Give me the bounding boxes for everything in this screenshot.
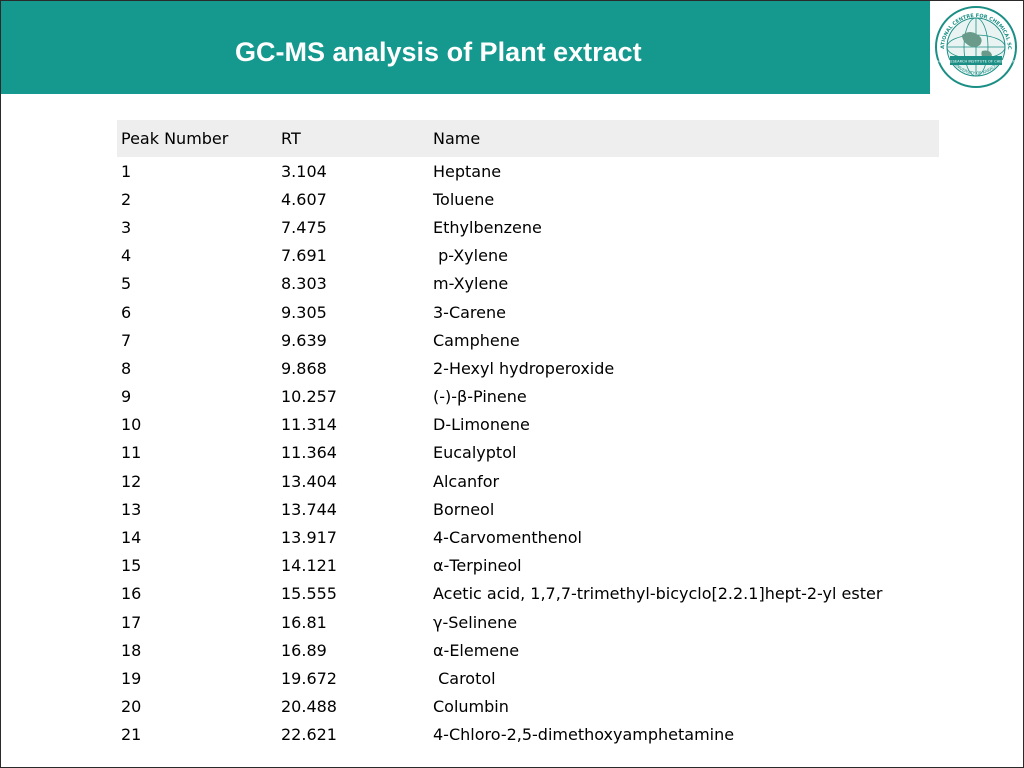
peak-number-cell: 20 (121, 697, 142, 717)
table-row: 3 7.475 Ethylbenzene (117, 213, 939, 241)
table-row: 12 13.404 Alcanfor (117, 467, 939, 495)
header-peak-number: Peak Number (117, 120, 277, 157)
peak-number-cell: 15 (121, 556, 142, 576)
peak-number-cell: 1 (121, 161, 132, 181)
compound-name-cell: D-Limonene (433, 415, 530, 435)
rt-cell: 15.555 (281, 584, 337, 604)
gcms-results-table: Peak Number RT Name 1 3.104 Heptane 2 4.607 T… (117, 120, 939, 749)
compound-name-cell: Columbin (433, 697, 509, 717)
compound-name-cell: Ethylbenzene (433, 217, 542, 237)
peak-number-cell: 2 (121, 189, 132, 209)
table-row: 2 4.607 Toluene (117, 185, 939, 213)
table-row: 5 8.303 m-Xylene (117, 270, 939, 298)
rt-cell: 13.404 (281, 471, 337, 491)
rt-cell: 3.104 (281, 161, 327, 181)
table-row: 17 16.81 γ-Selinene (117, 608, 939, 636)
table-row: 14 13.917 4-Carvomenthenol (117, 523, 939, 551)
rt-cell: 11.314 (281, 415, 337, 435)
peak-number-cell: 7 (121, 330, 132, 350)
table-body: 1 3.104 Heptane 2 4.607 Toluene 3 7.475 Ethylben… (117, 157, 939, 749)
peak-number-cell: 5 (121, 274, 132, 294)
rt-cell: 19.672 (281, 668, 337, 688)
compound-name-cell: α-Terpineol (433, 556, 522, 576)
rt-cell: 16.81 (281, 612, 327, 632)
rt-cell: 9.305 (281, 302, 327, 322)
rt-cell: 10.257 (281, 387, 337, 407)
peak-number-cell: 6 (121, 302, 132, 322)
compound-name-cell: 4-Carvomenthenol (433, 528, 582, 548)
compound-name-cell: p-Xylene (433, 246, 508, 266)
rt-cell: 14.121 (281, 556, 337, 576)
table-row: 10 11.314 D-Limonene (117, 411, 939, 439)
peak-number-cell: 14 (121, 528, 142, 548)
table-row: 19 19.672 Carotol (117, 664, 939, 692)
peak-number-cell: 3 (121, 217, 132, 237)
table-row: 9 10.257 (-)-β-Pinene (117, 383, 939, 411)
rt-cell: 13.744 (281, 499, 337, 519)
peak-number-cell: 16 (121, 584, 142, 604)
table-row: 20 20.488 Columbin (117, 693, 939, 721)
compound-name-cell: α-Elemene (433, 640, 520, 660)
table-row: 7 9.639 Camphene (117, 326, 939, 354)
compound-name-cell: Heptane (433, 161, 502, 181)
rt-cell: 9.639 (281, 330, 327, 350)
table-header-row: Peak Number RT Name (117, 120, 939, 157)
globe-seal-icon: H.E.J. RESEARCH INSTITUTE OF CHEMISTRY I… (932, 3, 1017, 88)
rt-cell: 22.621 (281, 725, 337, 745)
table-row: 6 9.305 3-Carene (117, 298, 939, 326)
table-row: 16 15.555 Acetic acid, 1,7,7-trimethyl-bic… (117, 580, 939, 608)
rt-cell: 13.917 (281, 528, 337, 548)
slide-title: GC-MS analysis of Plant extract (235, 37, 642, 67)
compound-name-cell: Borneol (433, 499, 495, 519)
peak-number-cell: 19 (121, 668, 142, 688)
compound-name-cell: (-)-β-Pinene (433, 387, 527, 407)
peak-number-cell: 12 (121, 471, 142, 491)
rt-cell: 8.303 (281, 274, 327, 294)
compound-name-cell: 4-Chloro-2,5-dimethoxyamphetamine (433, 725, 735, 745)
rt-cell: 9.868 (281, 358, 327, 378)
peak-number-cell: 8 (121, 358, 132, 378)
peak-number-cell: 11 (121, 443, 142, 463)
header-bar: GC-MS analysis of Plant extract H.E.J. R… (1, 1, 1023, 94)
table-row: 15 14.121 α-Terpineol (117, 552, 939, 580)
rt-cell: 16.89 (281, 640, 327, 660)
header-rt: RT (277, 120, 429, 157)
peak-number-cell: 4 (121, 246, 132, 266)
rt-cell: 7.475 (281, 217, 327, 237)
table-row: 11 11.364 Eucalyptol (117, 439, 939, 467)
rt-cell: 20.488 (281, 697, 337, 717)
table-row: 4 7.691 p-Xylene (117, 242, 939, 270)
compound-name-cell: Carotol (433, 668, 496, 688)
compound-name-cell: Eucalyptol (433, 443, 517, 463)
institute-logo: H.E.J. RESEARCH INSTITUTE OF CHEMISTRY I… (930, 1, 1023, 94)
logo-band-text: H.E.J. RESEARCH INSTITUTE OF CHEMISTRY (937, 60, 1015, 64)
peak-number-cell: 18 (121, 640, 142, 660)
compound-name-cell: Toluene (433, 189, 495, 209)
compound-name-cell: γ-Selinene (433, 612, 518, 632)
table-row: 1 3.104 Heptane (117, 157, 939, 185)
compound-name-cell: Camphene (433, 330, 520, 350)
table-row: 13 13.744 Borneol (117, 495, 939, 523)
peak-number-cell: 10 (121, 415, 142, 435)
compound-name-cell: Alcanfor (433, 471, 500, 491)
rt-cell: 4.607 (281, 189, 327, 209)
table-row: 21 22.621 4-Chloro-2,5-dimethoxyamphetamin… (117, 721, 939, 749)
peak-number-cell: 9 (121, 387, 132, 407)
compound-name-cell: Acetic acid, 1,7,7-trimethyl-bicyclo[2.2… (433, 584, 883, 604)
peak-number-cell: 21 (121, 725, 142, 745)
header-name: Name (429, 120, 939, 157)
table-row: 8 9.868 2-Hexyl hydroperoxide (117, 354, 939, 382)
rt-cell: 11.364 (281, 443, 337, 463)
table-row: 18 16.89 α-Elemene (117, 636, 939, 664)
compound-name-cell: 2-Hexyl hydroperoxide (433, 358, 615, 378)
compound-name-cell: m-Xylene (433, 274, 509, 294)
peak-number-cell: 17 (121, 612, 142, 632)
peak-number-cell: 13 (121, 499, 142, 519)
rt-cell: 7.691 (281, 246, 327, 266)
compound-name-cell: 3-Carene (433, 302, 506, 322)
